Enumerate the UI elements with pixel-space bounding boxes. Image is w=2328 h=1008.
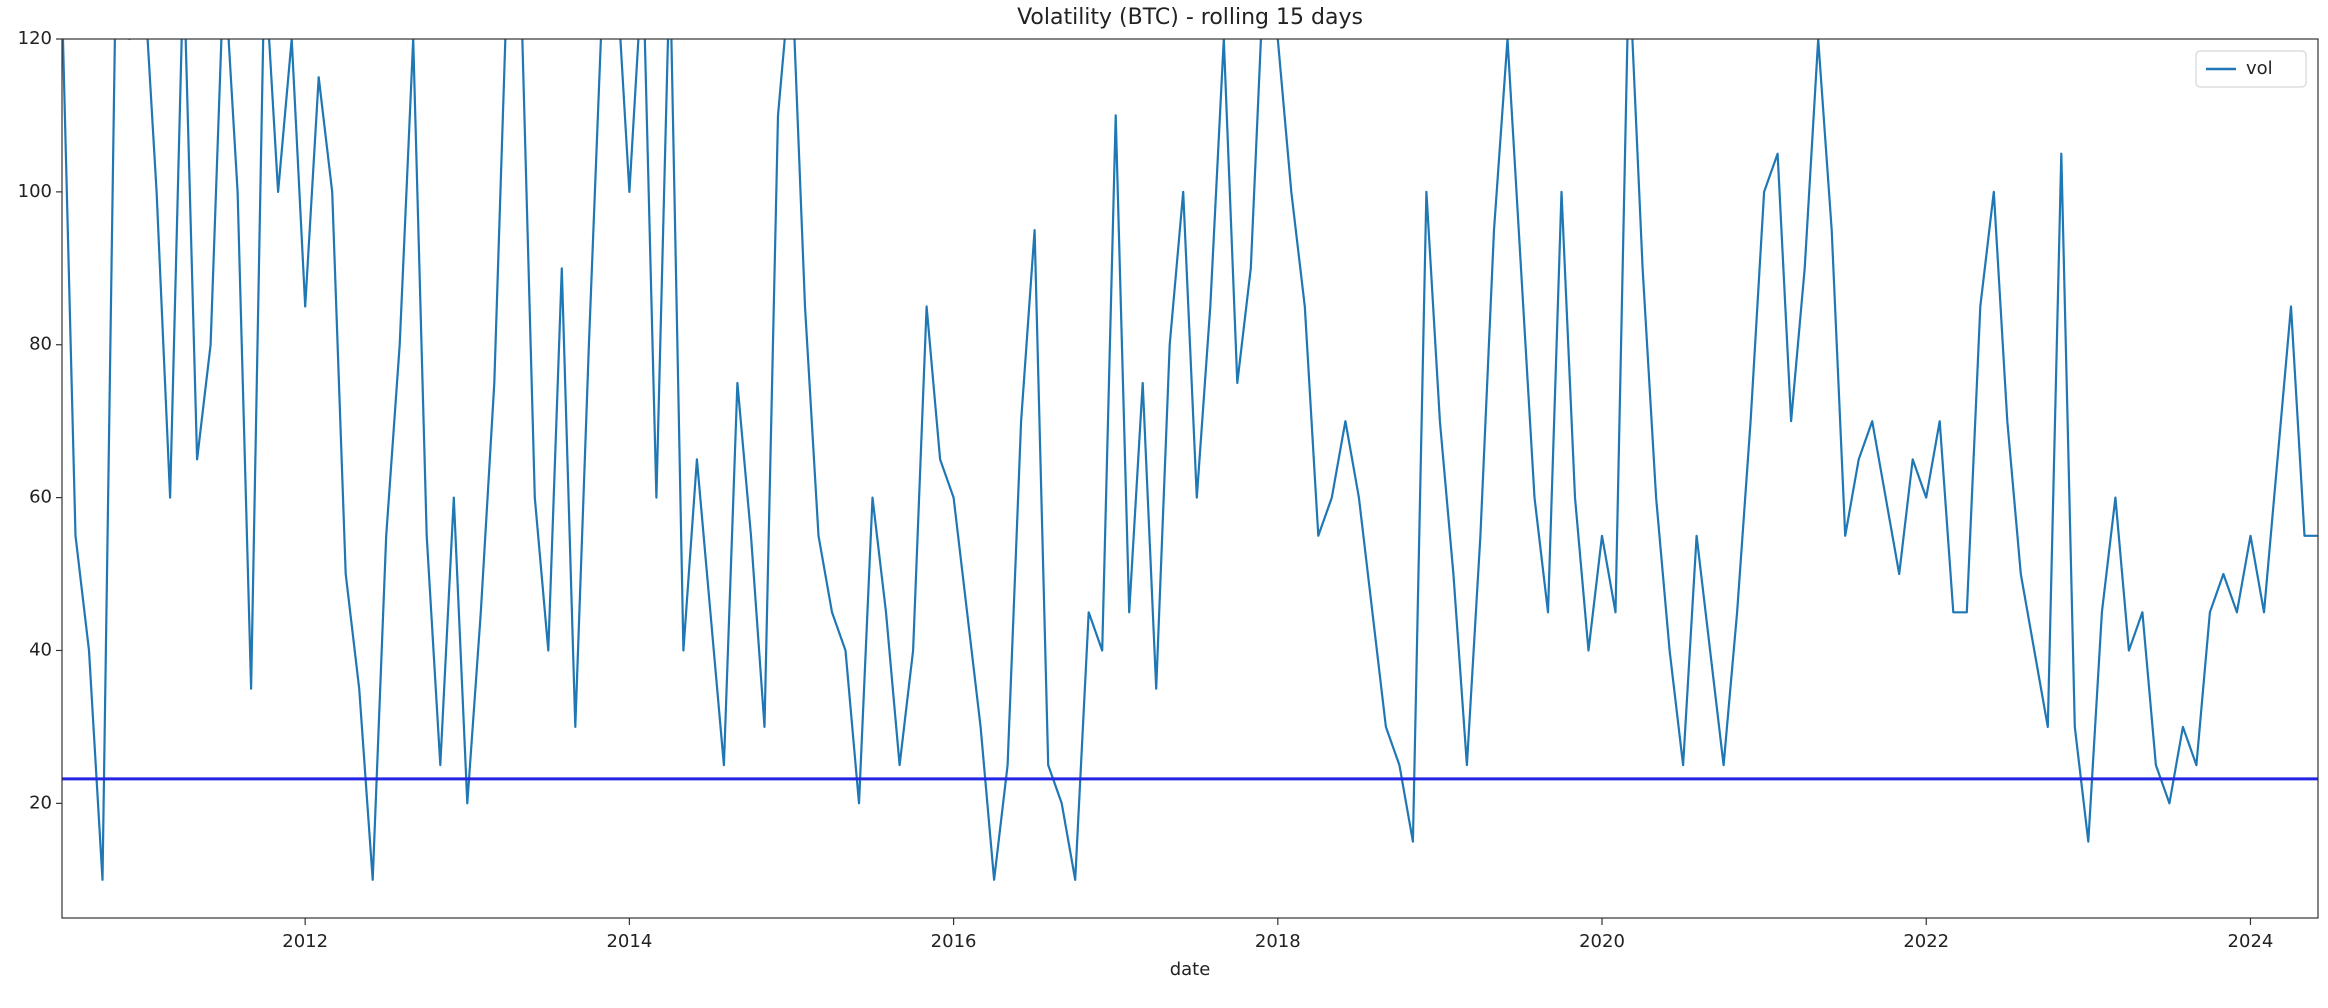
y-tick-label: 120 [18,28,52,49]
y-tick-label: 60 [29,487,52,508]
y-tick-label: 100 [18,181,52,202]
plot-frame [61,38,2319,919]
legend-box [2195,50,2307,88]
x-tick-label: 2022 [1903,931,1949,952]
x-tick-label: 2012 [282,931,328,952]
x-axis-label: date [1170,959,1211,980]
x-tick-label: 2020 [1579,931,1625,952]
x-tick-label: 2018 [1255,931,1301,952]
x-tick-label: 2016 [931,931,977,952]
line-series [62,39,2318,881]
chart-title: Volatility (BTC) - rolling 15 days [1017,5,1363,30]
plot-area [62,39,2318,881]
x-tick-label: 2024 [2228,931,2274,952]
y-tick-label: 20 [29,792,52,813]
legend-label: vol [2246,58,2273,79]
x-tick-label: 2014 [606,931,652,952]
y-tick-label: 80 [29,334,52,355]
y-tick-label: 40 [29,639,52,660]
